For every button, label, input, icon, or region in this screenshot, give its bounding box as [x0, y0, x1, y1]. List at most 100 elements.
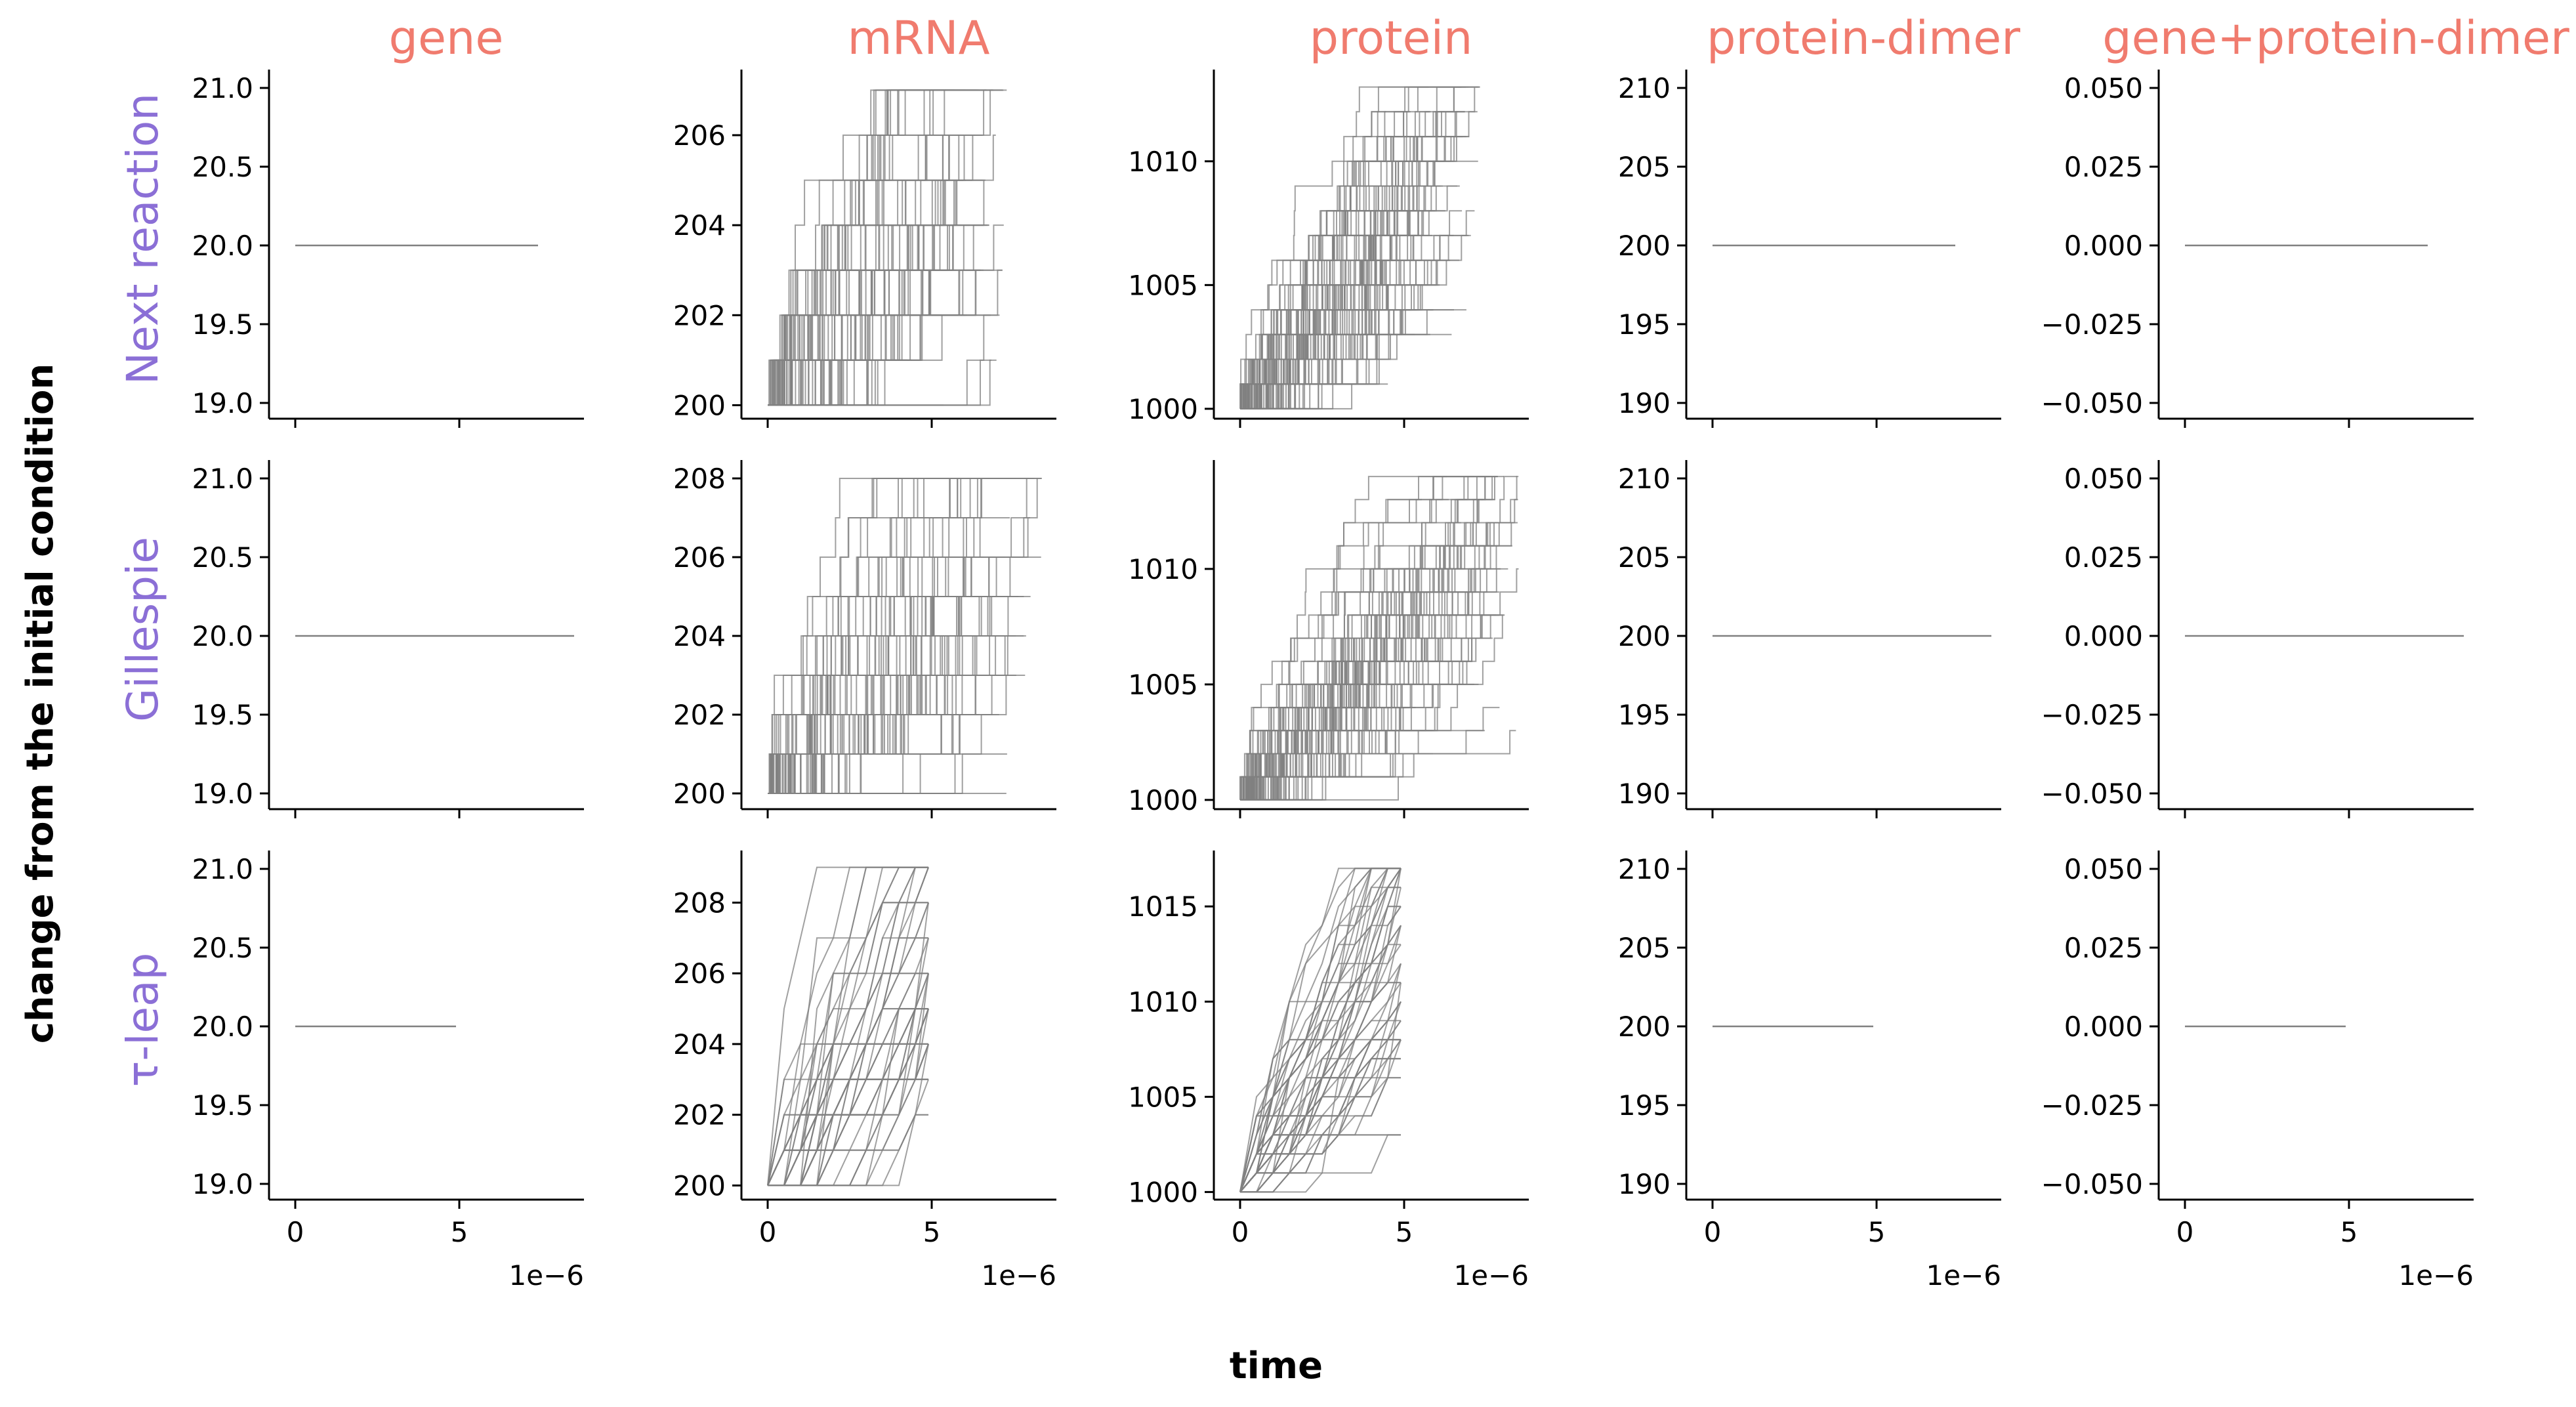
y-tick-label: 19.0 [192, 1168, 253, 1200]
trajectory-line [1240, 111, 1431, 410]
trajectory-line [1240, 707, 1402, 801]
trajectory-line [1240, 683, 1448, 801]
trajectory-line [1239, 868, 1401, 1192]
trajectory-line [1239, 982, 1402, 1193]
x-offset-label: 1e−6 [982, 1259, 1056, 1292]
trajectory-line [768, 937, 929, 1186]
y-tick-label: 0.000 [2064, 230, 2143, 262]
column-title-mrna: mRNA [847, 11, 989, 65]
panel-gillespie-gene-protein-dimer: −0.050 −0.025 0.000 0.025 0.050 [2041, 460, 2474, 818]
trajectory-line [1240, 660, 1453, 801]
x-tick-label: 0 [1232, 1216, 1249, 1248]
trajectories [1239, 868, 1402, 1193]
trajectory-line [768, 675, 1026, 794]
y-tick-label: 195 [1618, 1089, 1671, 1122]
y-tick-label: 21.0 [192, 463, 253, 495]
trajectory-line [1239, 868, 1402, 1192]
y-tick-label: 1015 [1128, 891, 1198, 923]
trajectory-line [1239, 868, 1402, 1192]
trajectory-line [768, 179, 972, 406]
x-offset-label: 1e−6 [509, 1259, 584, 1292]
trajectory-line [1239, 868, 1401, 1192]
trajectories [767, 866, 929, 1186]
y-tick-label: 204 [673, 209, 726, 242]
y-tick-label: 202 [673, 299, 726, 331]
trajectories [768, 478, 1042, 794]
trajectory-line [1240, 284, 1386, 410]
panel-gillespie-protein-dimer: 190 195 200 205 210 [1618, 460, 2001, 818]
y-tick-label: 1010 [1128, 146, 1198, 178]
y-tick-label: 0.000 [2064, 620, 2143, 652]
panel-tau-leap-mrna: 200 202 204 206 208 0 5 1e−6 [673, 850, 1056, 1292]
trajectory-line [768, 269, 977, 406]
y-tick-label: 204 [673, 1028, 726, 1060]
trajectory-line [1239, 868, 1401, 1192]
y-tick-label: 202 [673, 1099, 726, 1131]
trajectory-line [1239, 868, 1401, 1193]
y-tick-label: 190 [1618, 1168, 1671, 1200]
panel-gillespie-protein: 1000 1005 1010 [1128, 460, 1529, 818]
x-tick-label: 5 [1396, 1216, 1413, 1248]
trajectory-line [1239, 868, 1401, 1192]
panel-next-reaction-gene-protein-dimer: −0.050 −0.025 0.000 0.025 0.050 [2041, 70, 2474, 428]
y-tick-label: 21.0 [192, 853, 253, 885]
row-titles: Next reaction Gillespie τ-leap [117, 93, 168, 1087]
trajectory-line [768, 714, 978, 794]
y-tick-label: −0.025 [2041, 699, 2143, 731]
y-tick-label: 200 [673, 778, 726, 810]
trajectory-line [768, 675, 930, 794]
x-tick-label: 0 [1704, 1216, 1722, 1248]
y-tick-label: 200 [1618, 230, 1671, 262]
trajectory-line [1240, 86, 1480, 410]
y-tick-label: 0.050 [2064, 853, 2143, 885]
trajectory-line [1239, 868, 1401, 1193]
panel-tau-leap-protein: 1000 1005 1010 1015 0 5 1e−6 [1128, 850, 1529, 1292]
column-title-gene-protein-dimer: gene+protein-dimer [2102, 11, 2569, 65]
column-title-protein-dimer: protein-dimer [1707, 11, 2020, 65]
trajectory-line [768, 635, 997, 794]
panel-tau-leap-gene-protein-dimer: −0.050 −0.025 0.000 0.025 0.050 0 5 1e−6 [2041, 850, 2474, 1292]
y-tick-label: 200 [673, 1169, 726, 1202]
panel-next-reaction-protein: 1000 1005 1010 [1128, 70, 1529, 428]
x-tick-label: 5 [1868, 1216, 1886, 1248]
trajectory-line [1240, 1001, 1402, 1193]
trajectory-line [1240, 683, 1474, 801]
trajectory-line [1239, 868, 1402, 1193]
y-tick-label: 208 [673, 887, 726, 919]
trajectory-line [767, 973, 928, 1186]
panel-next-reaction-gene: 19.0 19.5 20.0 20.5 21.0 [192, 70, 584, 428]
y-tick-label: 204 [673, 620, 726, 652]
trajectory-line [1239, 868, 1401, 1192]
y-tick-label: −0.050 [2041, 1168, 2143, 1200]
y-tick-label: 195 [1618, 699, 1671, 731]
trajectory-line [767, 866, 928, 1186]
panel-grid: 19.0 19.5 20.0 20.5 21.0 200 202 204 206 1000 1005… [192, 70, 2474, 1292]
trajectory-line [768, 596, 982, 794]
panel-gillespie-mrna: 200 202 204 206 208 [673, 460, 1056, 818]
panel-gillespie-gene: 19.0 19.5 20.0 20.5 21.0 [192, 460, 584, 818]
y-tick-label: 206 [673, 957, 726, 990]
trajectory-line [1240, 333, 1430, 410]
y-tick-label: 1005 [1128, 269, 1198, 301]
panel-tau-leap-protein-dimer: 190 195 200 205 210 0 5 1e−6 [1618, 850, 2001, 1292]
x-tick-label: 0 [287, 1216, 304, 1248]
row-title-gillespie: Gillespie [117, 537, 168, 722]
trajectory-line [1239, 906, 1401, 1192]
y-tick-label: 1005 [1128, 1081, 1198, 1113]
y-tick-label: 1000 [1128, 1176, 1198, 1208]
trajectory-line [1240, 136, 1427, 410]
y-tick-label: 19.5 [192, 1089, 253, 1122]
trajectories [768, 89, 1007, 406]
y-tick-label: 20.5 [192, 151, 253, 183]
trajectory-line [1240, 707, 1416, 801]
trajectory-line [768, 675, 1016, 794]
y-tick-label: 0.050 [2064, 463, 2143, 495]
y-tick-label: 1000 [1128, 393, 1198, 425]
panel-tau-leap-gene: 19.0 19.5 20.0 20.5 21.0 0 5 1e−6 [192, 850, 584, 1292]
trajectory-line [1240, 185, 1436, 410]
x-tick-label: 5 [2340, 1216, 2358, 1248]
y-tick-label: 19.5 [192, 308, 253, 341]
y-tick-label: 1000 [1128, 784, 1198, 816]
y-tick-label: 21.0 [192, 72, 253, 104]
